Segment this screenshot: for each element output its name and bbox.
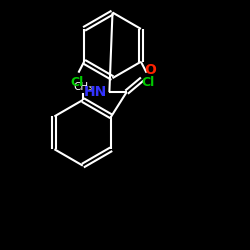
Text: O: O (144, 64, 156, 78)
Text: CH₃: CH₃ (73, 82, 92, 92)
Text: HN: HN (84, 85, 107, 99)
Text: Cl: Cl (70, 76, 84, 90)
Text: Cl: Cl (142, 76, 155, 90)
